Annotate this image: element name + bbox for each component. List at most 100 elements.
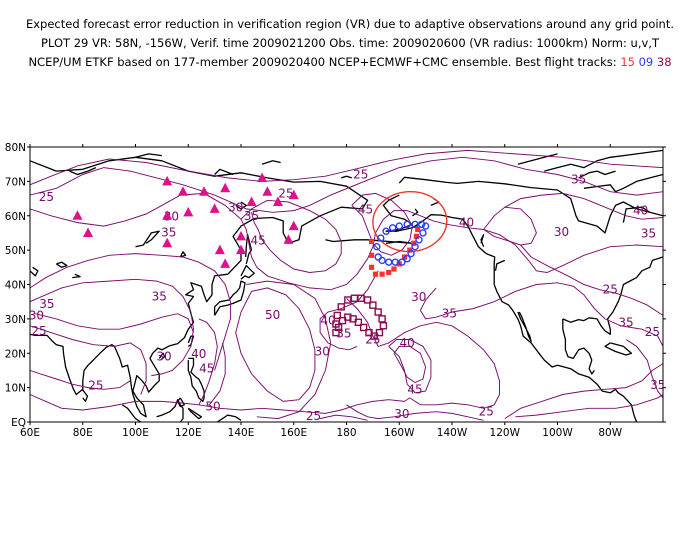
- contour-line: [246, 280, 332, 420]
- track-09-marker: [415, 236, 423, 244]
- coastline-segment: [261, 160, 281, 165]
- coastline-segment: [480, 234, 485, 247]
- track-09-marker: [385, 258, 393, 266]
- contour-line: [30, 149, 663, 186]
- axis-ticks: [27, 144, 666, 425]
- lat-label: EQ: [11, 417, 26, 429]
- observation-triangle: [220, 182, 231, 193]
- observation-triangle: [288, 189, 299, 200]
- plot-title-line-1: Expected forecast error reduction in ver…: [25, 17, 675, 31]
- lon-label: 180: [336, 427, 356, 439]
- coastline-segment: [604, 342, 633, 356]
- track-09-marker: [374, 253, 382, 261]
- contour-label: 25: [278, 186, 293, 200]
- contour-label: 25: [39, 190, 54, 204]
- track-15-marker: [386, 269, 392, 276]
- contour-label: 25: [306, 409, 321, 423]
- contour-line: [504, 192, 663, 220]
- track-09-marker: [382, 227, 390, 235]
- contour-label: 45: [199, 362, 214, 376]
- flight-track-label-09: 09: [638, 55, 654, 69]
- track-38-marker: [359, 323, 368, 332]
- coastline-segment: [179, 251, 187, 258]
- lat-label: 30N: [5, 314, 26, 326]
- lat-label: 10N: [5, 383, 26, 395]
- coastline-segment: [214, 168, 234, 176]
- contour-label: 40: [320, 314, 335, 328]
- observation-triangle: [288, 220, 299, 231]
- coastline-segment: [341, 175, 352, 179]
- track-15-marker: [415, 226, 421, 233]
- contour-label: 25: [603, 283, 618, 297]
- track-09-marker: [407, 249, 415, 258]
- coastline-segment: [30, 266, 39, 277]
- contour-line: [251, 212, 263, 240]
- track-38-marker: [369, 301, 377, 309]
- contour-line: [393, 345, 427, 384]
- contour-line: [30, 253, 231, 371]
- contour-label: 35: [39, 297, 54, 311]
- lon-label: 140E: [228, 427, 255, 439]
- coastline-segment: [158, 352, 166, 361]
- contour-line: [35, 313, 194, 333]
- contour-label: 30: [554, 225, 569, 239]
- coastline-segment: [517, 311, 532, 342]
- lon-label: 120E: [175, 427, 202, 439]
- contour-label: 35: [641, 227, 656, 241]
- coastline-segment: [583, 173, 663, 193]
- contour-line: [30, 369, 131, 390]
- coastline-segment: [213, 280, 246, 316]
- observation-triangle: [83, 227, 94, 237]
- contour-label: 35: [161, 225, 176, 239]
- contour-label: 40: [459, 216, 474, 230]
- observation-triangle: [72, 210, 83, 220]
- contour-label: 45: [407, 382, 422, 396]
- contour-line: [208, 342, 226, 406]
- coastline-segment: [56, 261, 68, 268]
- observation-triangle: [183, 206, 194, 217]
- coastline-segment: [216, 414, 242, 422]
- track-38-marker: [333, 311, 341, 320]
- contour-label: 30: [29, 308, 44, 322]
- contour-line: [520, 244, 663, 316]
- track-38-marker: [349, 315, 357, 323]
- coastlines: [30, 149, 663, 422]
- observation-triangle: [236, 244, 246, 255]
- contour-line: [30, 394, 199, 411]
- contour-line: [30, 192, 368, 291]
- track-15-marker: [391, 266, 397, 272]
- contour-label: 30: [411, 290, 426, 304]
- contour-line: [388, 339, 432, 394]
- contour-line: [515, 394, 663, 418]
- coastline-segment: [398, 176, 663, 234]
- contour-line: [30, 325, 147, 395]
- observation-triangle: [283, 234, 294, 244]
- track-09-marker: [403, 220, 411, 229]
- track-38-marker: [363, 296, 372, 304]
- flight-track-label-15: 15: [620, 55, 635, 69]
- error-reduction-contours: [30, 149, 663, 421]
- contour-labels: 2525303530354525454035403530353025355030…: [29, 168, 663, 423]
- contour-line: [483, 206, 537, 246]
- contour-label: 25: [88, 379, 103, 393]
- contour-label: 25: [353, 168, 368, 182]
- observation-triangle: [162, 210, 173, 220]
- contour-label: 35: [152, 290, 167, 304]
- observation-triangle: [257, 172, 268, 182]
- lon-label: 160E: [280, 427, 307, 439]
- contour-label: 35: [244, 209, 259, 223]
- observation-triangle: [162, 237, 173, 248]
- lon-label: 120W: [490, 427, 521, 439]
- flight-track-label-38: 38: [656, 55, 672, 69]
- plot-title-line-3-text: NCEP/UM ETKF based on 177-member 2009020…: [28, 55, 617, 69]
- observation-triangle: [177, 186, 188, 196]
- observation-triangle: [262, 186, 273, 196]
- contour-label: 25: [645, 325, 660, 339]
- coastline-segment: [135, 153, 162, 158]
- contour-label: 50: [205, 400, 220, 414]
- contour-line: [346, 297, 500, 409]
- contour-label: 35: [571, 173, 586, 187]
- coastline-segment: [517, 153, 558, 165]
- contour-label: 25: [479, 405, 494, 419]
